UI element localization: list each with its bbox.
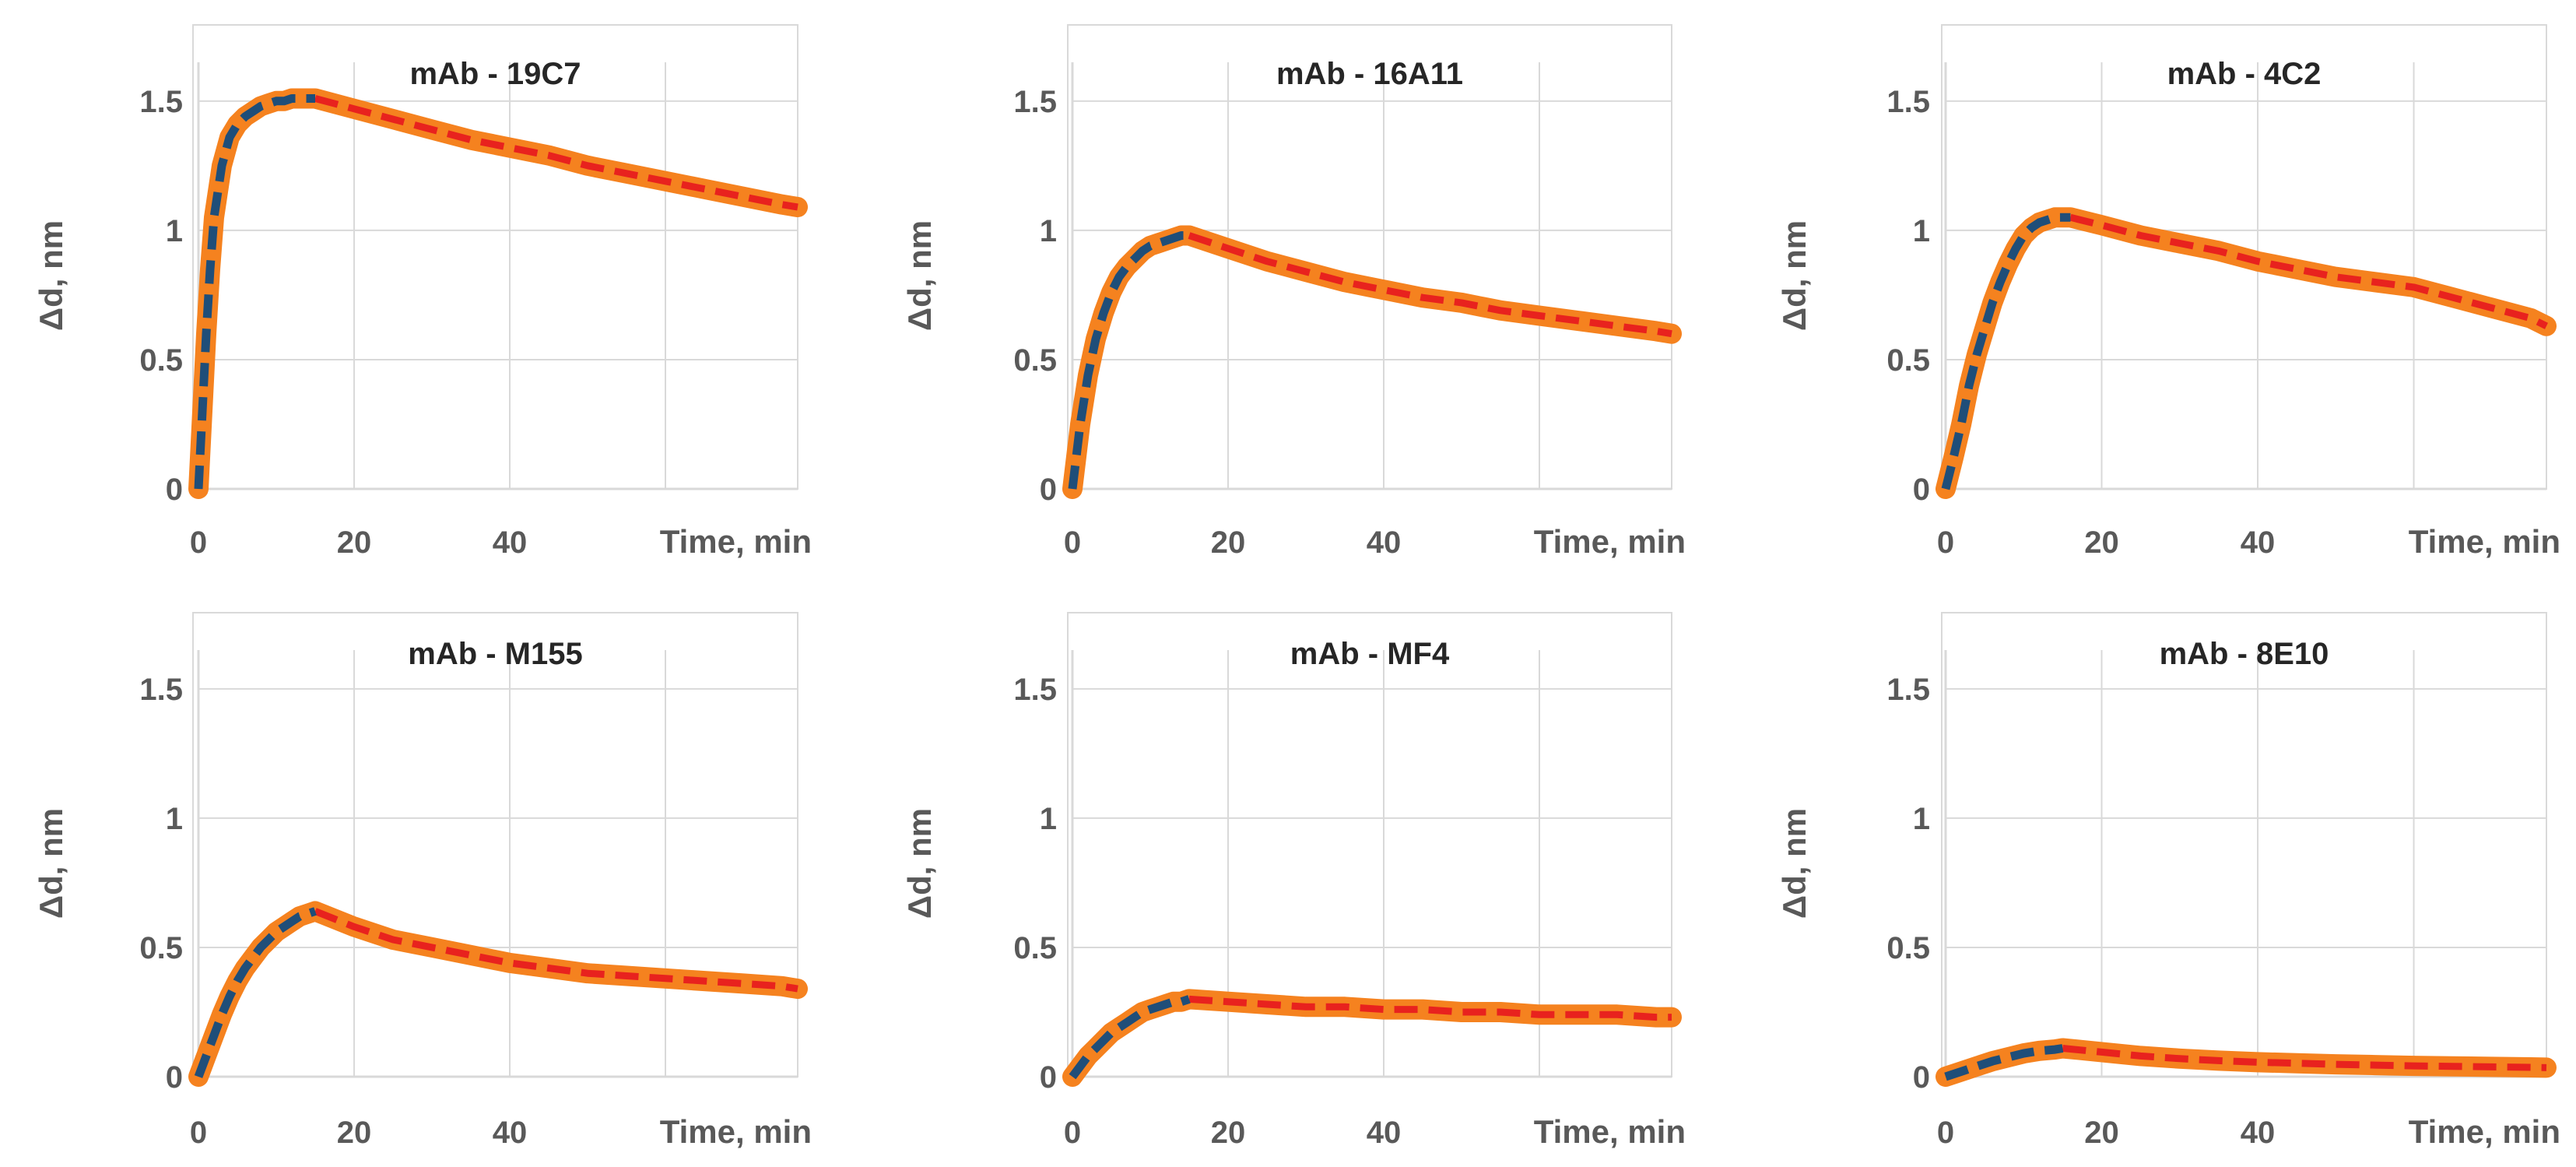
y-tick-label: 1 — [166, 802, 183, 836]
y-tick-label: 1.5 — [139, 85, 183, 119]
x-tick-label: 40 — [493, 1116, 528, 1150]
x-tick-label: 0 — [1064, 1116, 1081, 1150]
x-tick-label: 20 — [2084, 1116, 2119, 1150]
series-line-measured — [188, 901, 808, 1087]
chart-panel: mAb - 16A11 0 0.5 1 1.5 0 20 40 Time, min Δd, nm — [901, 24, 1686, 560]
series-line-dissociation-fit — [314, 95, 798, 211]
x-tick-label: 40 — [1367, 1116, 1402, 1150]
series-line-association-fit — [1944, 1044, 2064, 1081]
y-tick-label: 0.5 — [139, 931, 183, 965]
y-tick-label: 0 — [166, 473, 183, 507]
y-tick-label: 0.5 — [1886, 343, 1930, 378]
series-line-association-fit — [194, 94, 315, 490]
series-line-association-fit — [1068, 231, 1189, 490]
chart-frame — [1941, 612, 2547, 1077]
x-tick-label: 20 — [337, 1116, 372, 1150]
x-tick-label: 0 — [1937, 526, 1954, 560]
chart-title: mAb - MF4 — [1290, 637, 1450, 671]
x-axis-label: Time, min — [2409, 523, 2560, 560]
chart-title: mAb - 16A11 — [1276, 57, 1463, 91]
y-tick-label: 0 — [1040, 1060, 1057, 1095]
chart-panel: mAb - 19C7 0 0.5 1 1.5 0 20 40 Time, min Δd, nm — [33, 24, 812, 560]
y-tick-label: 1.5 — [1886, 673, 1930, 707]
chart-title: mAb - 4C2 — [2167, 57, 2322, 91]
x-tick-label: 40 — [2241, 1116, 2276, 1150]
x-axis-label: Time, min — [660, 1113, 812, 1150]
chart-panel: mAb - MF4 0 0.5 1 1.5 0 20 40 Time, min Δd, nm — [901, 612, 1686, 1150]
y-axis-label: Δd, nm — [1776, 220, 1813, 331]
series-line-measured — [1062, 225, 1682, 499]
y-tick-label: 0 — [166, 1060, 183, 1095]
y-tick-label: 1.5 — [1013, 85, 1057, 119]
chart-frame — [192, 612, 798, 1077]
y-axis-label: Δd, nm — [1776, 808, 1813, 919]
x-tick-label: 0 — [1064, 526, 1081, 560]
y-tick-label: 1.5 — [1886, 85, 1930, 119]
series-line-association-fit — [1069, 995, 1191, 1080]
x-axis-label: Time, min — [1534, 1113, 1686, 1150]
y-tick-label: 0 — [1040, 473, 1057, 507]
chart-frame — [1067, 24, 1672, 490]
y-axis-label: Δd, nm — [33, 808, 69, 919]
y-tick-label: 0 — [1913, 1060, 1930, 1095]
y-axis-label: Δd, nm — [901, 808, 938, 919]
y-tick-label: 0.5 — [139, 343, 183, 378]
x-tick-label: 0 — [1937, 1116, 1954, 1150]
y-tick-label: 1 — [166, 214, 183, 248]
y-tick-label: 0.5 — [1013, 343, 1057, 378]
y-axis-label: Δd, nm — [33, 220, 69, 331]
y-tick-label: 1.5 — [1013, 673, 1057, 707]
y-tick-label: 1 — [1040, 802, 1057, 836]
x-tick-label: 40 — [493, 526, 528, 560]
chart-panel: mAb - 4C2 0 0.5 1 1.5 0 20 40 Time, min Δd, nm — [1776, 24, 2560, 560]
series-line-dissociation-fit — [2062, 1045, 2547, 1071]
chart-title: mAb - 8E10 — [2160, 637, 2329, 671]
y-tick-label: 0.5 — [1886, 931, 1930, 965]
x-tick-label: 40 — [1367, 526, 1402, 560]
y-tick-label: 1 — [1913, 214, 1930, 248]
series-line-dissociation-fit — [314, 908, 798, 993]
y-axis-label: Δd, nm — [901, 220, 938, 331]
series-line-dissociation-fit — [2069, 213, 2549, 329]
series-line-measured — [188, 88, 808, 499]
y-tick-label: 1 — [1040, 214, 1057, 248]
x-axis-label: Time, min — [2409, 1113, 2560, 1150]
x-tick-label: 20 — [1211, 526, 1246, 560]
chart-panel: mAb - 8E10 0 0.5 1 1.5 0 20 40 Time, min Δd, nm — [1776, 612, 2560, 1150]
x-axis-label: Time, min — [1534, 523, 1686, 560]
chart-title: mAb - 19C7 — [409, 57, 581, 91]
y-tick-label: 0.5 — [1013, 931, 1057, 965]
y-tick-label: 1 — [1913, 802, 1930, 836]
x-tick-label: 20 — [337, 526, 372, 560]
x-tick-label: 20 — [2084, 526, 2119, 560]
series-line-dissociation-fit — [1188, 995, 1672, 1021]
y-tick-label: 1.5 — [139, 673, 183, 707]
series-line-dissociation-fit — [1188, 232, 1672, 338]
series-line-association-fit — [194, 907, 317, 1078]
x-tick-label: 20 — [1211, 1116, 1246, 1150]
x-tick-label: 40 — [2241, 526, 2276, 560]
y-tick-label: 0 — [1913, 473, 1930, 507]
x-tick-label: 0 — [190, 1116, 207, 1150]
chart-panel: mAb - M155 0 0.5 1 1.5 0 20 40 Time, min Δd, nm — [33, 612, 812, 1150]
chart-title: mAb - M155 — [408, 637, 583, 671]
x-axis-label: Time, min — [660, 523, 812, 560]
x-tick-label: 0 — [190, 526, 207, 560]
